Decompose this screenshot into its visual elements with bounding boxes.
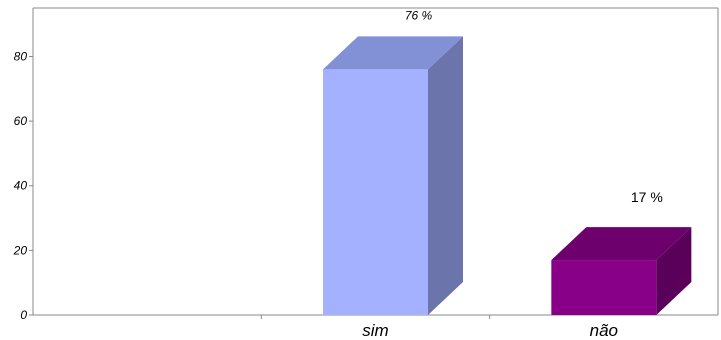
y-tick-label: 20 [13,243,28,257]
y-axis-ticks: 0 20 40 60 80 [13,49,33,322]
bar-side-face [656,227,692,315]
x-tick-label: sim [362,321,388,340]
x-tick-label: não [590,321,618,340]
bars [323,36,692,316]
bar-top-face [551,227,692,261]
y-tick-label: 80 [14,49,28,63]
bar-sim [323,36,463,316]
data-labels: 76 % 17 % [405,8,663,205]
y-tick-label: 40 [14,179,28,193]
y-tick-label: 60 [14,114,28,128]
bar-side-face [428,36,463,316]
data-label: 76 % [405,8,433,22]
y-tick-label: 0 [20,308,27,322]
x-axis-ticks: sim não [260,315,618,340]
bar-nao [551,227,692,315]
bar-front-face [323,69,428,316]
bar-top-face [323,36,463,70]
data-label: 17 % [631,189,663,205]
bar-front-face [551,260,657,315]
